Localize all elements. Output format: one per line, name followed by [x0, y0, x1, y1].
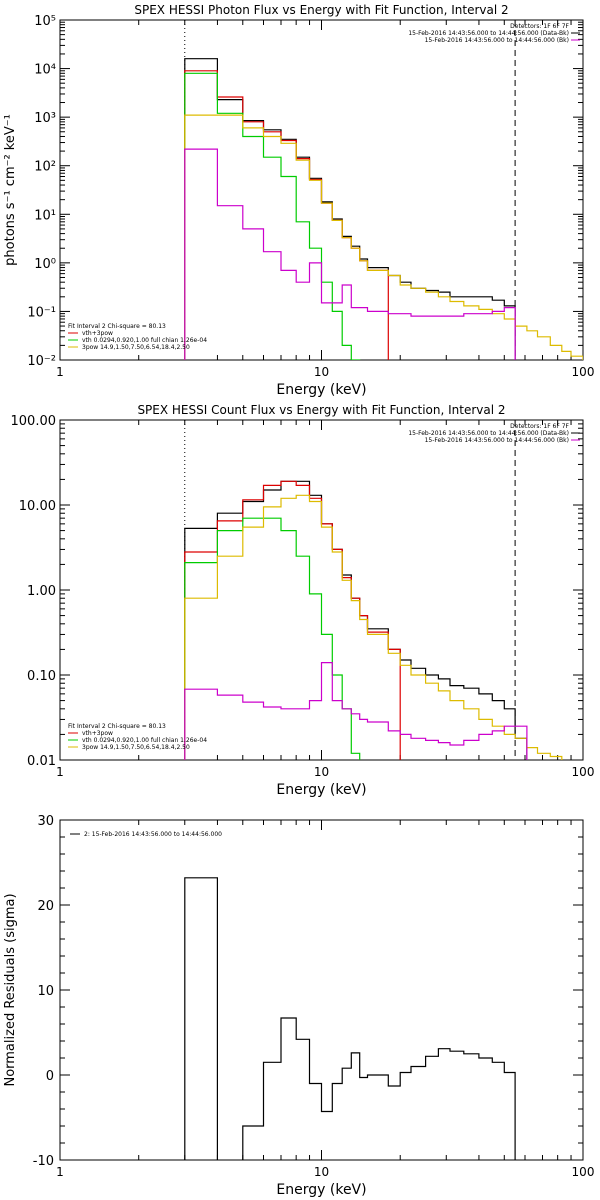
y-tick-label: -10	[33, 1154, 54, 1169]
series-line-2	[184, 480, 401, 760]
y-tick-label: 0	[46, 1069, 54, 1084]
legend-top-entry: Detectors: 1F 6F 7F	[510, 423, 569, 430]
series-line-5	[184, 148, 516, 360]
x-axis-label: Energy (keV)	[276, 782, 366, 798]
y-tick-label: 0.10	[27, 669, 56, 684]
chart-title: SPEX HESSI Photon Flux vs Energy with Fi…	[134, 3, 508, 17]
series-line-3	[184, 517, 361, 760]
y-tick-label: 10³	[34, 111, 56, 126]
legend-top-entry: 15-Feb-2016 14:43:56.000 to 14:44:56.000…	[408, 430, 569, 437]
series-group	[184, 58, 583, 360]
y-tick-label: 10.00	[19, 499, 56, 514]
legend-bottom-entry: vth+3pow	[82, 330, 113, 337]
y-tick-label: 10⁵	[34, 14, 56, 29]
panel-3: 1 10 100 Energy (keV) -10 0 10 20 30 Normalized R…	[3, 814, 594, 1198]
y-tick-label: 1.00	[27, 584, 56, 599]
legend-bottom-entry: vth 0.0294,0.920,1.00 full chian 1.26e-0…	[82, 737, 207, 744]
x-tick-label: 1	[56, 765, 64, 779]
x-tick-label: 1	[56, 1165, 64, 1179]
legend-bottom-entry: 3pow 14.9,1.50,7.50,6.54,18.4,2.50	[82, 344, 190, 351]
y-tick-label: 10⁻²	[27, 354, 56, 369]
y-tick-label: 10⁴	[34, 63, 56, 78]
legend-top-entry: 15-Feb-2016 14:43:56.000 to 14:44:56.000…	[408, 30, 569, 37]
series-line-4	[184, 494, 563, 760]
series-group	[184, 480, 563, 760]
legend-top-entry: 15-Feb-2016 14:43:56.000 to 14:44:56.000…	[425, 437, 569, 444]
legend-bottom-entry: 3pow 14.9,1.50,7.50,6.54,18.4,2.50	[82, 744, 190, 751]
chart-title: SPEX HESSI Count Flux vs Energy with Fit…	[137, 403, 505, 417]
y-axis-label: photons s⁻¹ cm⁻² keV⁻¹	[3, 114, 18, 266]
y-tick-label: 10¹	[34, 208, 56, 223]
panel-2: SPEX HESSI Count Flux vs Energy with Fit…	[11, 403, 595, 798]
x-tick-label: 100	[572, 765, 595, 779]
legend-entry: 2: 15-Feb-2016 14:43:56.000 to 14:44:56.…	[84, 831, 222, 838]
legend-bottom-entry: Fit Interval 2 Chi-square = 80.13	[68, 323, 166, 330]
series-line-1	[184, 480, 528, 760]
x-tick-label: 10	[314, 365, 329, 379]
x-tick-label: 100	[572, 365, 595, 379]
series-group	[184, 877, 516, 1160]
legend-bottom-entry: vth 0.0294,0.920,1.00 full chian 1.26e-0…	[82, 337, 207, 344]
y-tick-label: 0.01	[27, 754, 56, 769]
y-tick-label: 20	[37, 899, 54, 914]
y-tick-label: 100.00	[11, 414, 57, 429]
legend-bottom-entry: Fit Interval 2 Chi-square = 80.13	[68, 723, 166, 730]
x-axis-label: Energy (keV)	[276, 382, 366, 398]
series-line-1	[184, 58, 516, 360]
series-line-1	[184, 877, 516, 1160]
x-axis-label: Energy (keV)	[276, 1182, 366, 1198]
y-tick-label: 10²	[34, 160, 56, 175]
y-tick-label: 10⁰	[34, 257, 56, 272]
y-tick-label: 10⁻¹	[27, 305, 56, 320]
x-tick-label: 10	[314, 765, 329, 779]
legend-top-entry: Detectors: 1F 6F 7F	[510, 23, 569, 30]
series-line-3	[184, 72, 361, 360]
x-tick-label: 100	[572, 1165, 595, 1179]
legend-top-entry: 15-Feb-2016 14:43:56.000 to 14:44:56.000…	[425, 37, 569, 44]
y-axis-label: Normalized Residuals (sigma)	[3, 893, 18, 1086]
y-tick-label: 10	[37, 984, 54, 999]
panel-1: SPEX HESSI Photon Flux vs Energy with Fi…	[3, 3, 594, 398]
legend-bottom-entry: vth+3pow	[82, 730, 113, 737]
x-tick-label: 1	[56, 365, 64, 379]
y-tick-label: 30	[37, 814, 54, 829]
series-line-5	[184, 662, 528, 760]
x-tick-label: 10	[314, 1165, 329, 1179]
series-line-4	[184, 114, 583, 360]
